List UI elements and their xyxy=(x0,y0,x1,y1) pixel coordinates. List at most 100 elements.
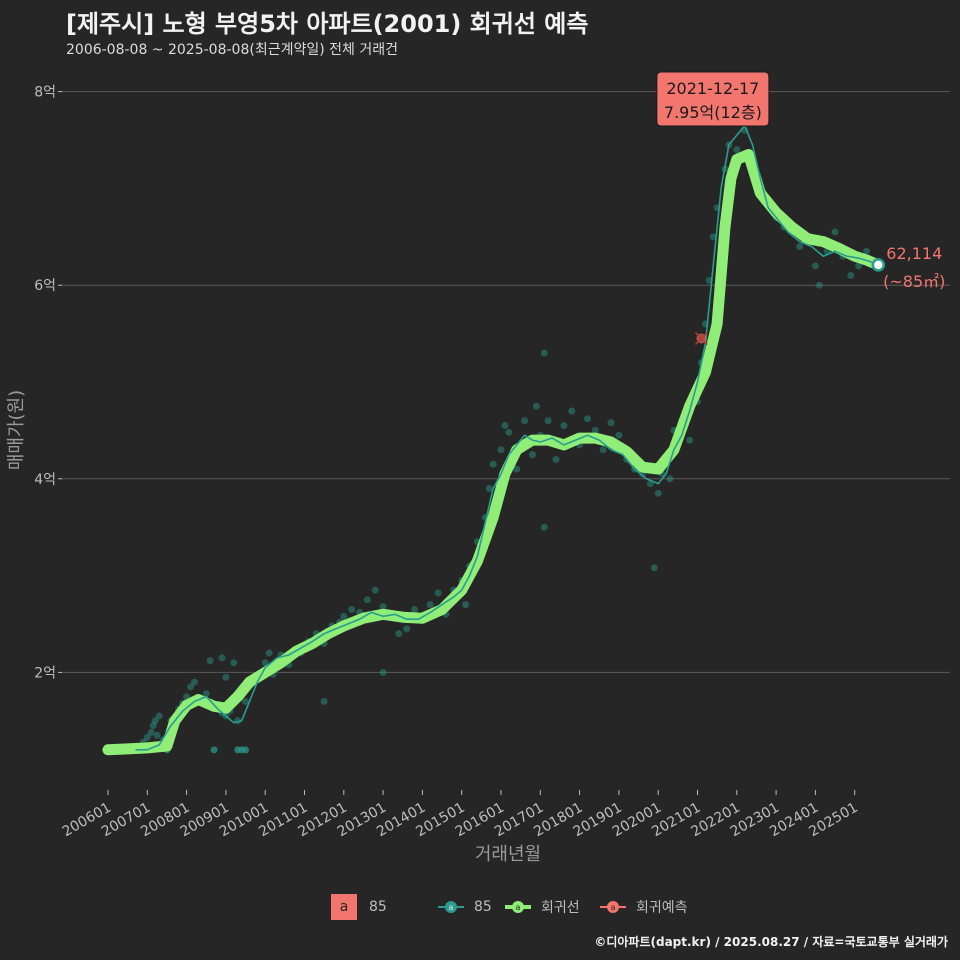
trade-point xyxy=(686,436,694,444)
trade-point xyxy=(709,233,717,241)
trade-point xyxy=(348,605,356,613)
trade-point xyxy=(403,625,411,633)
svg-text:a: a xyxy=(611,903,616,912)
legend-regression-icon: a xyxy=(505,901,531,913)
y-tick-label: 6억 xyxy=(34,278,56,294)
scatter-layer xyxy=(135,92,878,754)
trade-point xyxy=(379,603,387,611)
trade-point xyxy=(340,612,348,620)
trade-point xyxy=(513,465,521,473)
trade-point xyxy=(831,228,839,236)
trade-point xyxy=(242,697,250,705)
trade-point xyxy=(521,417,529,425)
trade-point xyxy=(666,475,674,483)
trade-point xyxy=(151,717,159,725)
trade-point xyxy=(395,630,403,638)
trade-point xyxy=(462,601,470,609)
trade-point xyxy=(583,415,591,423)
trade-point xyxy=(650,564,658,572)
axis-layer: 2억4억6억8억20060120070120080120090120100120… xyxy=(34,85,860,841)
trade-point xyxy=(862,247,870,255)
trade-point xyxy=(501,422,509,430)
trade-point xyxy=(210,746,218,754)
legend-series-85-label: 85 xyxy=(474,899,492,915)
trade-point xyxy=(261,659,269,667)
trade-point xyxy=(242,746,250,754)
trade-point xyxy=(206,657,214,665)
trade-point xyxy=(485,484,493,492)
trade-point xyxy=(615,431,623,439)
trade-point xyxy=(654,489,662,497)
y-tick-label: 8억 xyxy=(34,85,56,101)
last-trade-point xyxy=(871,258,886,272)
legend-regression: a 회귀선 xyxy=(503,893,580,921)
trade-point xyxy=(540,349,548,357)
footer-credit: ©디아파트(dapt.kr) / 2025.08.27 / 자료=국토교통부 실… xyxy=(594,935,948,949)
max-annotation-box xyxy=(656,71,770,127)
trade-point xyxy=(544,417,552,425)
trade-point xyxy=(505,428,513,436)
trade-point xyxy=(379,668,387,676)
grid-layer xyxy=(62,91,950,673)
trade-point xyxy=(855,262,863,270)
trade-point xyxy=(371,586,379,594)
legend-prediction-label: 회귀예측 xyxy=(636,900,688,916)
max-annotation-value: 7.95억(12층) xyxy=(664,103,762,122)
trade-point xyxy=(218,654,226,662)
trade-point xyxy=(560,422,568,430)
y-axis-label: 매매가(원) xyxy=(6,390,27,470)
trade-point xyxy=(265,649,273,657)
trade-point xyxy=(230,659,238,667)
trade-point xyxy=(607,419,615,427)
trade-line xyxy=(135,124,879,751)
y-tick-label: 2억 xyxy=(34,665,56,681)
trade-point xyxy=(187,683,195,691)
svg-text:a: a xyxy=(516,903,521,912)
x-axis-label: 거래년월 xyxy=(475,844,541,865)
trade-point xyxy=(811,262,819,270)
trade-point xyxy=(149,722,157,730)
legend: a 85 a 85 a 회귀선 a 회귀예측 xyxy=(0,893,960,921)
trade-point xyxy=(363,596,371,604)
trade-point xyxy=(143,733,151,741)
legend-prediction: a 회귀예측 xyxy=(598,893,688,921)
trade-point xyxy=(426,601,434,609)
prediction-cross xyxy=(694,331,708,345)
trade-point xyxy=(532,402,540,410)
last-area-label: (~85㎡) xyxy=(883,272,945,291)
trade-point xyxy=(489,460,497,468)
legend-text-key: a 85 xyxy=(331,893,387,921)
legend-text-swatch: a xyxy=(331,894,357,920)
legend-series-85-icon: a xyxy=(438,901,464,913)
trade-point xyxy=(552,455,560,463)
annotation-layer: 2021-12-17 7.95억(12층) 62,114 (~85㎡) xyxy=(656,71,945,291)
trade-point xyxy=(222,673,230,681)
trade-point xyxy=(434,589,442,597)
y-tick-label: 4억 xyxy=(34,472,56,488)
legend-regression-label: 회귀선 xyxy=(541,900,580,916)
trade-line-layer xyxy=(135,124,879,751)
trade-point xyxy=(568,407,576,415)
trade-point xyxy=(815,281,823,289)
last-price-label: 62,114 xyxy=(886,244,942,263)
trade-point xyxy=(320,697,328,705)
trade-point xyxy=(153,731,161,739)
legend-prediction-icon: a xyxy=(600,901,626,913)
trade-point xyxy=(591,426,599,434)
trade-point xyxy=(411,605,419,613)
max-annotation-date: 2021-12-17 xyxy=(666,79,759,98)
regression-line xyxy=(102,149,884,756)
trade-point xyxy=(796,242,804,250)
trade-point xyxy=(733,146,741,154)
trade-point xyxy=(847,272,855,280)
regression-layer xyxy=(102,149,884,756)
trade-point xyxy=(497,446,505,454)
trade-point xyxy=(147,728,155,736)
trade-point xyxy=(155,712,163,720)
trade-point xyxy=(528,451,536,459)
chart-title: [제주시] 노형 부영5차 아파트(2001) 회귀선 예측 xyxy=(66,10,589,38)
legend-series-85: a 85 xyxy=(436,893,492,921)
trade-point xyxy=(202,690,210,698)
chart-subtitle: 2006-08-08 ~ 2025-08-08(최근계약일) 전체 거래건 xyxy=(66,42,398,58)
